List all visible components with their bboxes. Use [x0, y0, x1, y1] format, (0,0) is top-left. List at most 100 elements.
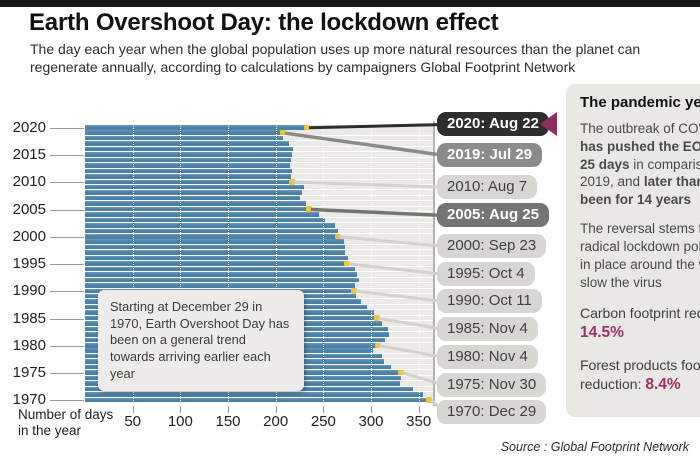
- x-tick-line-200: [275, 406, 277, 413]
- y-tick-label-2000: 2000: [12, 227, 46, 245]
- bar-row-1995: [85, 260, 434, 267]
- bar-1971: [85, 392, 423, 397]
- gridline-300: [371, 122, 373, 405]
- y-tick-line-1995: [50, 264, 84, 265]
- bar-2009: [85, 184, 305, 190]
- panel-paragraph-covid: The outbreak of COVID-19 has pushed the …: [580, 120, 700, 209]
- gridline-150: [228, 122, 229, 405]
- bar-row-2009: [85, 184, 434, 190]
- bar-row-1970: [85, 397, 434, 403]
- callout-badge-2019: 2019: Jul 29: [437, 143, 543, 167]
- y-tick-label-1980: 1980: [12, 336, 46, 354]
- bar-2018: [85, 135, 284, 141]
- bar-row-2006: [85, 201, 434, 206]
- x-axis-title-line1: Number of days: [18, 407, 114, 422]
- highlight-tip-1970: [426, 397, 433, 403]
- bar-2002: [85, 223, 335, 228]
- x-tick-line-250: [323, 406, 325, 413]
- bar-row-2017: [85, 141, 434, 146]
- bar-row-1993: [85, 272, 434, 277]
- stat-value: 8.4%: [645, 375, 681, 393]
- bar-1995: [85, 261, 350, 266]
- y-tick-line-2005: [50, 209, 84, 211]
- bar-2004: [85, 212, 319, 217]
- bar-1997: [85, 250, 346, 255]
- bar-1999: [85, 239, 345, 244]
- bar-row-2015: [85, 152, 434, 157]
- bar-2020: [85, 125, 310, 130]
- bar-2017: [85, 141, 290, 146]
- highlight-tip-1995: [344, 260, 351, 267]
- y-tick-label-1985: 1985: [12, 309, 46, 327]
- bar-row-2005: [85, 206, 434, 212]
- y-tick-label-1975: 1975: [12, 364, 46, 381]
- callout-badge-2005: 2005: Aug 25: [437, 203, 549, 227]
- bar-2003: [85, 217, 326, 223]
- callout-badge-1985: 1985: Nov 4: [437, 317, 538, 341]
- x-axis-title-line2: in the year: [18, 422, 82, 438]
- y-tick-line-1980: [50, 345, 84, 347]
- bar-row-2011: [85, 174, 434, 179]
- x-tick-line-100: [180, 406, 182, 413]
- bar-2011: [85, 174, 291, 179]
- highlight-tip-2020: [304, 124, 311, 130]
- plot-right-border: [433, 121, 435, 406]
- y-tick-line-1990: [50, 291, 84, 293]
- panel-text: in comparison with 2019, and: [580, 156, 700, 190]
- bar-1993: [85, 272, 357, 277]
- callout-badge-2010: 2010: Aug 7: [437, 174, 538, 199]
- x-tick-label-250: 250: [310, 413, 336, 430]
- bar-row-2004: [85, 212, 434, 217]
- y-tick-line-2000: [50, 236, 84, 238]
- bar-1970: [85, 397, 432, 402]
- bar-2013: [85, 163, 290, 168]
- y-tick-line-1985: [50, 318, 84, 320]
- bar-2014: [85, 157, 291, 163]
- panel-text: The outbreak of COVID-19: [580, 121, 700, 136]
- highlight-tip-1980: [374, 342, 381, 348]
- bar-row-1971: [85, 392, 434, 397]
- x-tick-line-50: [132, 406, 134, 413]
- callout-badge-1975: 1975: Nov 30: [437, 373, 547, 397]
- stat-label: Carbon footprint reduction:: [580, 305, 700, 322]
- top-accent-bar: [0, 0, 700, 7]
- bar-row-1994: [85, 266, 434, 272]
- bar-row-1991: [85, 283, 434, 288]
- x-axis-title: Number of days in the year: [18, 407, 113, 439]
- bar-2005: [85, 206, 311, 212]
- bar-1996: [85, 255, 349, 261]
- callout-badge-2020: 2020: Aug 22: [437, 112, 549, 136]
- y-tick-label-2005: 2005: [12, 200, 46, 218]
- bar-row-2001: [85, 228, 434, 234]
- gridline-350: [418, 122, 420, 405]
- bar-2000: [85, 234, 340, 239]
- bar-row-2019: [85, 129, 434, 136]
- stat-label: Forest products footprint reduction:: [580, 357, 700, 392]
- y-tick-label-2020: 2020: [12, 118, 46, 136]
- panel-bold-text: later than it has been for 14 years: [580, 174, 700, 208]
- bar-2019: [85, 130, 286, 135]
- gridline-250: [323, 122, 325, 405]
- highlight-tip-1990: [350, 288, 357, 294]
- bar-1991: [85, 283, 355, 288]
- bar-2016: [85, 146, 293, 152]
- y-tick-line-2010: [50, 182, 84, 184]
- arrow-left-icon: [540, 112, 557, 136]
- x-tick-label-300: 300: [358, 413, 384, 430]
- highlight-tip-2000: [334, 233, 341, 239]
- y-tick-line-1975: [50, 373, 84, 374]
- annotation-box: Starting at December 29 in 1970, Earth O…: [98, 290, 304, 392]
- bar-2006: [85, 201, 307, 206]
- y-tick-label-1970: 1970: [12, 391, 46, 409]
- callout-badge-1970: 1970: Dec 29: [437, 400, 547, 424]
- bar-2015: [85, 152, 292, 157]
- page-subtitle: The day each year when the global popula…: [30, 41, 641, 75]
- bar-1994: [85, 266, 355, 272]
- bar-2008: [85, 190, 303, 195]
- bar-row-2012: [85, 168, 434, 174]
- bar-row-2003: [85, 217, 434, 223]
- callout-badge-1990: 1990: Oct 11: [437, 289, 542, 313]
- x-tick-label-100: 100: [167, 413, 193, 430]
- bar-row-1997: [85, 250, 434, 255]
